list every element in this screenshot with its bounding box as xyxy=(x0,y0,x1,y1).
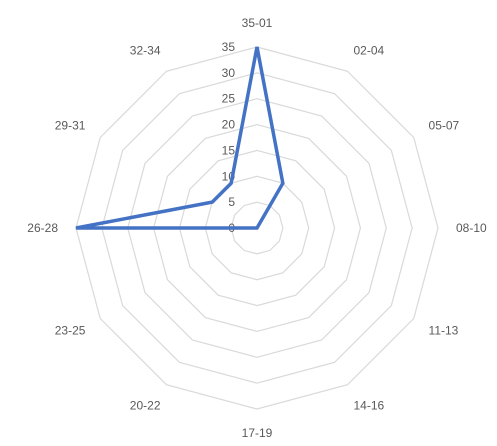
category-label-29-31: 29-31 xyxy=(55,119,86,133)
category-label-08-10: 08-10 xyxy=(456,221,487,235)
grid-ring-25 xyxy=(127,98,387,358)
category-label-17-19: 17-19 xyxy=(242,426,273,440)
tick-label-5: 5 xyxy=(228,195,235,209)
category-label-35-01: 35-01 xyxy=(242,16,273,30)
category-label-20-22: 20-22 xyxy=(130,399,161,413)
grid-ring-30 xyxy=(101,72,413,384)
tick-label-15: 15 xyxy=(222,143,236,157)
category-label-11-13: 11-13 xyxy=(429,324,459,338)
tick-label-25: 25 xyxy=(222,92,236,106)
category-label-05-07: 05-07 xyxy=(429,119,460,133)
category-label-23-25: 23-25 xyxy=(55,324,86,338)
category-label-02-04: 02-04 xyxy=(354,43,385,57)
series-line-0 xyxy=(75,46,285,230)
category-labels: 35-01 02-04 05-07 08-10 11-13 14-16 17-19 20-22… xyxy=(27,16,487,440)
tick-label-20: 20 xyxy=(222,118,236,132)
category-label-26-28: 26-28 xyxy=(27,221,58,235)
grid xyxy=(75,46,439,410)
grid-ring-15 xyxy=(178,149,336,307)
tick-label-35: 35 xyxy=(222,40,236,54)
category-label-14-16: 14-16 xyxy=(354,399,385,413)
tick-label-30: 30 xyxy=(222,66,236,80)
series-layer xyxy=(75,46,285,230)
grid-ring-20 xyxy=(152,123,362,333)
grid-ring-35 xyxy=(75,46,439,410)
category-label-32-34: 32-34 xyxy=(130,43,161,57)
grid-ring-5 xyxy=(230,201,284,255)
